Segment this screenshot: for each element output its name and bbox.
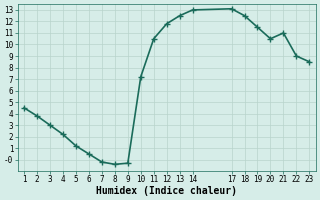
- X-axis label: Humidex (Indice chaleur): Humidex (Indice chaleur): [96, 186, 237, 196]
